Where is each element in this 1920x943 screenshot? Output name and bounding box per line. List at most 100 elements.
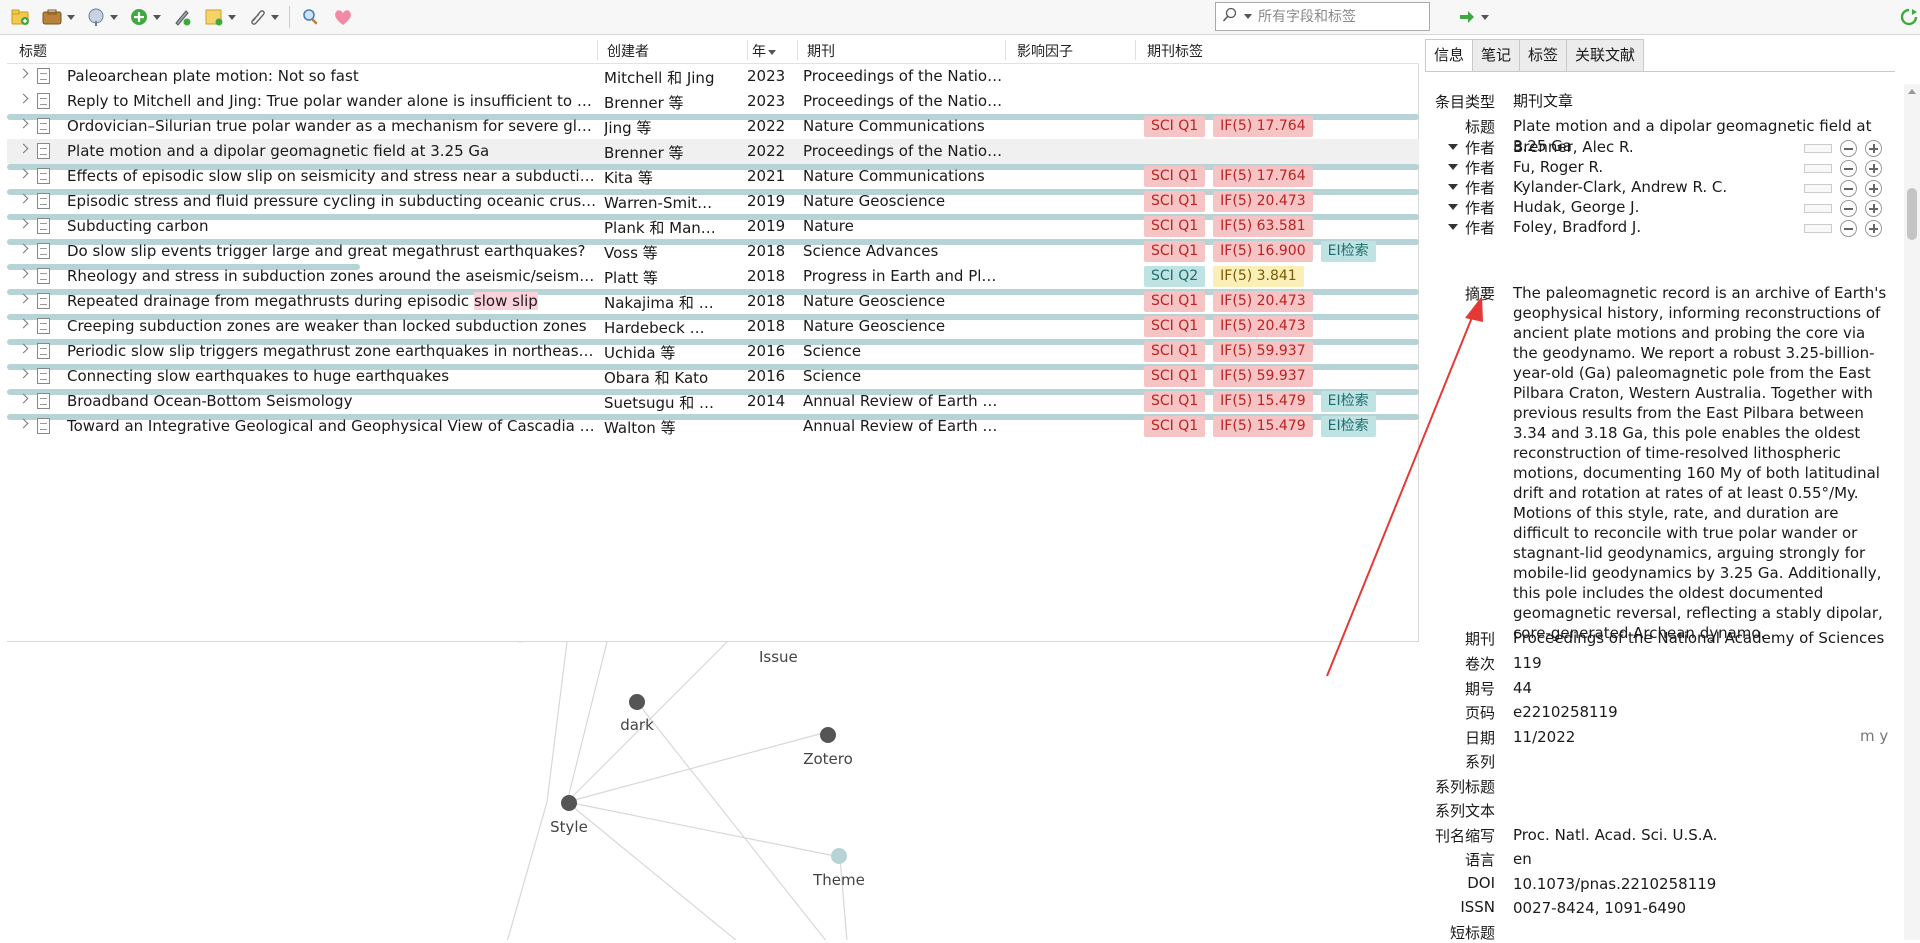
expand-twisty-icon[interactable] [18, 168, 29, 179]
field-short-title[interactable] [1513, 922, 1888, 940]
annotate-button[interactable] [171, 3, 193, 31]
author-expand-icon[interactable] [1448, 164, 1458, 170]
table-row[interactable]: Episodic stress and fluid pressure cycli… [7, 189, 1419, 214]
graph-node-dark[interactable] [629, 694, 645, 710]
table-row[interactable]: Rheology and stress in subduction zones … [7, 264, 1419, 289]
expand-twisty-icon[interactable] [18, 218, 29, 229]
author-expand-icon[interactable] [1448, 224, 1458, 230]
field-pages[interactable]: e2210258119 [1513, 703, 1618, 721]
sync-button[interactable] [1898, 3, 1920, 31]
column-impact-factor[interactable]: 影响因子 [1017, 44, 1073, 60]
column-title[interactable]: 标题 [19, 44, 47, 60]
expand-twisty-icon[interactable] [18, 193, 29, 204]
add-author-icon[interactable] [1865, 160, 1882, 177]
field-author[interactable]: Fu, Roger R. [1513, 158, 1604, 176]
table-row[interactable]: Paleoarchean plate motion: Not so fast Mi… [7, 64, 1419, 89]
expand-twisty-icon[interactable] [18, 368, 29, 379]
table-row[interactable]: Connecting slow earthquakes to huge eart… [7, 364, 1419, 389]
expand-twisty-icon[interactable] [18, 243, 29, 254]
tab-tags[interactable]: 标签 [1520, 39, 1568, 72]
expand-twisty-icon[interactable] [18, 118, 29, 129]
table-row[interactable]: Repeated drainage from megathrusts durin… [7, 289, 1419, 314]
add-author-icon[interactable] [1865, 200, 1882, 217]
item-pane-scrollbar[interactable] [1904, 84, 1920, 940]
table-row[interactable]: Creeping subduction zones are weaker tha… [7, 314, 1419, 339]
expand-twisty-icon[interactable] [18, 143, 29, 154]
add-author-icon[interactable] [1865, 180, 1882, 197]
search-mode-dropdown-icon[interactable] [1244, 14, 1252, 19]
expand-twisty-icon[interactable] [18, 68, 29, 79]
author-mode-switch[interactable] [1804, 204, 1832, 213]
column-creator[interactable]: 创建者 [607, 44, 649, 60]
expand-twisty-icon[interactable] [18, 93, 29, 104]
remove-author-icon[interactable] [1840, 180, 1857, 197]
expand-twisty-icon[interactable] [18, 343, 29, 354]
field-series-title[interactable] [1513, 776, 1888, 796]
column-year[interactable]: 年 [752, 41, 776, 61]
tab-notes[interactable]: 笔记 [1473, 39, 1521, 72]
table-row[interactable]: Effects of episodic slow slip on seismic… [7, 164, 1419, 189]
column-journal-tags[interactable]: 期刊标签 [1147, 44, 1203, 60]
column-publication[interactable]: 期刊 [807, 44, 835, 60]
table-row[interactable]: Ordovician–Silurian true polar wander as… [7, 114, 1419, 139]
graph-node-zotero[interactable] [820, 727, 836, 743]
scrollbar-thumb[interactable] [1907, 188, 1917, 240]
table-row[interactable]: Reply to Mitchell and Jing: True polar w… [7, 89, 1419, 114]
expand-twisty-icon[interactable] [18, 418, 29, 429]
graph-node-theme[interactable] [831, 848, 847, 864]
add-author-icon[interactable] [1865, 220, 1882, 237]
field-author[interactable]: Hudak, George J. [1513, 198, 1640, 216]
field-issue[interactable]: 44 [1513, 679, 1533, 697]
field-date[interactable]: 11/2022 [1513, 728, 1576, 746]
author-mode-switch[interactable] [1804, 224, 1832, 233]
field-item-type[interactable]: 期刊文章 [1513, 92, 1574, 110]
search-input[interactable] [1258, 8, 1418, 25]
remove-author-icon[interactable] [1840, 140, 1857, 157]
table-row[interactable]: Plate motion and a dipolar geomagnetic f… [7, 139, 1419, 164]
locate-button[interactable] [300, 3, 322, 31]
field-journal-abbr[interactable]: Proc. Natl. Acad. Sci. U.S.A. [1513, 826, 1718, 844]
remove-author-icon[interactable] [1840, 200, 1857, 217]
field-author[interactable]: Foley, Bradford J. [1513, 218, 1642, 236]
new-item-button[interactable] [42, 3, 75, 31]
column-divider[interactable] [797, 40, 798, 60]
table-row[interactable]: Do slow slip events trigger large and gr… [7, 239, 1419, 264]
table-row[interactable]: Toward an Integrative Geological and Geo… [7, 414, 1419, 439]
author-mode-switch[interactable] [1804, 164, 1832, 173]
table-row[interactable]: Broadband Ocean-Bottom Seismology Suetsug… [7, 389, 1419, 414]
graph-canvas[interactable]: Issue dark Zotero Style Theme [7, 642, 1419, 940]
field-author[interactable]: Kylander-Clark, Andrew R. C. [1513, 178, 1728, 196]
author-expand-icon[interactable] [1448, 184, 1458, 190]
author-mode-switch[interactable] [1804, 184, 1832, 193]
remove-author-icon[interactable] [1840, 160, 1857, 177]
column-divider[interactable] [1135, 40, 1136, 60]
field-volume[interactable]: 119 [1513, 654, 1542, 672]
column-divider[interactable] [1005, 40, 1006, 60]
expand-twisty-icon[interactable] [18, 393, 29, 404]
add-attachment-button[interactable] [128, 3, 161, 31]
forward-button[interactable] [1456, 3, 1489, 31]
tag-graph-view[interactable]: Issue dark Zotero Style Theme [7, 641, 1419, 940]
add-author-icon[interactable] [1865, 140, 1882, 157]
add-by-identifier-button[interactable] [85, 3, 118, 31]
field-doi[interactable]: 10.1073/pnas.2210258119 [1513, 875, 1717, 893]
field-abstract[interactable]: The paleomagnetic record is an archive o… [1513, 284, 1887, 642]
field-author[interactable]: Brenner, Alec R. [1513, 138, 1634, 156]
field-series-text[interactable] [1513, 800, 1888, 820]
field-issn[interactable]: 0027-8424, 1091-6490 [1513, 899, 1687, 917]
author-mode-switch[interactable] [1804, 144, 1832, 153]
author-expand-icon[interactable] [1448, 204, 1458, 210]
zotero-logo-button[interactable] [332, 3, 354, 31]
tab-info[interactable]: 信息 [1425, 39, 1474, 72]
new-note-button[interactable] [203, 3, 236, 31]
field-series[interactable] [1513, 751, 1888, 771]
scroll-up-icon[interactable] [1908, 89, 1916, 94]
author-expand-icon[interactable] [1448, 144, 1458, 150]
item-list[interactable]: 标题 创建者 年 期刊 影响因子 期刊标签 Paleoarchean plate… [7, 36, 1419, 641]
attach-button[interactable] [246, 3, 279, 31]
field-publication[interactable]: Proceedings of the National Academy of S… [1513, 629, 1885, 647]
new-collection-button[interactable] [10, 3, 32, 31]
expand-twisty-icon[interactable] [18, 268, 29, 279]
field-language[interactable]: en [1513, 850, 1532, 868]
graph-node-style[interactable] [561, 795, 577, 811]
